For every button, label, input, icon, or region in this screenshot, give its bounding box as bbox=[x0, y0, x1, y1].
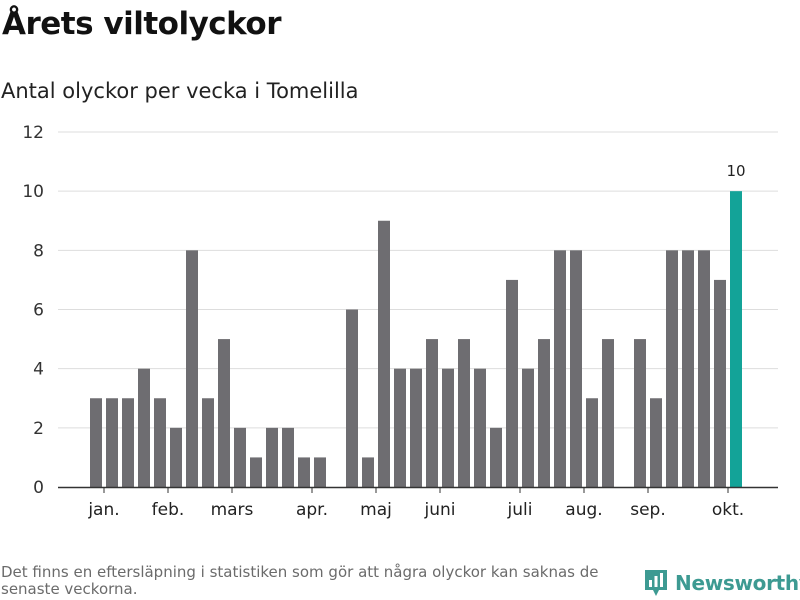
bar bbox=[634, 339, 646, 487]
x-tick-label: feb. bbox=[152, 500, 185, 520]
x-tick-label: juli bbox=[507, 500, 533, 520]
x-tick-label: jan. bbox=[87, 500, 119, 520]
bar bbox=[154, 398, 166, 487]
bar bbox=[442, 368, 454, 487]
bar bbox=[282, 427, 294, 487]
bar bbox=[90, 398, 102, 487]
y-tick-label: 6 bbox=[33, 301, 44, 321]
bar bbox=[458, 339, 470, 487]
y-tick-label: 8 bbox=[33, 241, 44, 261]
bar bbox=[426, 339, 438, 487]
chart-subtitle: Antal olyckor per vecka i Tomelilla bbox=[1, 79, 359, 103]
x-tick-label: okt. bbox=[712, 500, 744, 520]
bar bbox=[314, 457, 326, 487]
bar bbox=[554, 250, 566, 487]
x-tick-label: aug. bbox=[565, 500, 602, 520]
bar bbox=[346, 309, 358, 487]
bar bbox=[410, 368, 422, 487]
bar bbox=[266, 427, 278, 487]
bar bbox=[570, 250, 582, 487]
bar bbox=[234, 427, 246, 487]
bar bbox=[250, 457, 262, 487]
bar bbox=[650, 398, 662, 487]
bar bbox=[602, 339, 614, 487]
bar bbox=[538, 339, 550, 487]
bar bbox=[682, 250, 694, 487]
bar bbox=[490, 427, 502, 487]
y-tick-label: 0 bbox=[33, 478, 44, 498]
y-tick-label: 12 bbox=[22, 123, 44, 143]
bar bbox=[122, 398, 134, 487]
x-tick-label: maj bbox=[360, 500, 392, 520]
bar bbox=[666, 250, 678, 487]
footnote: Det finns en eftersläpning i statistiken… bbox=[1, 563, 599, 598]
bar bbox=[186, 250, 198, 487]
x-tick-label: apr. bbox=[296, 500, 328, 520]
bar-highlight bbox=[730, 191, 742, 487]
bar bbox=[138, 368, 150, 487]
y-tick-label: 2 bbox=[33, 419, 44, 439]
x-tick-label: mars bbox=[211, 500, 254, 520]
y-tick-label: 4 bbox=[33, 360, 44, 380]
y-tick-label: 10 bbox=[22, 182, 44, 202]
brand-logo: Newsworthy bbox=[643, 568, 800, 598]
bar bbox=[202, 398, 214, 487]
bar bbox=[378, 220, 390, 487]
chart-title: Årets viltolyckor bbox=[2, 6, 282, 42]
bar bbox=[170, 427, 182, 487]
bar bbox=[362, 457, 374, 487]
bar bbox=[106, 398, 118, 487]
data-label: 10 bbox=[726, 162, 745, 180]
newsworthy-logo-icon bbox=[645, 570, 667, 596]
bar bbox=[586, 398, 598, 487]
bar bbox=[522, 368, 534, 487]
bar bbox=[698, 250, 710, 487]
bar bbox=[394, 368, 406, 487]
x-tick-label: juni bbox=[424, 500, 456, 520]
x-tick-label: sep. bbox=[630, 500, 666, 520]
bar bbox=[218, 339, 230, 487]
bar bbox=[506, 279, 518, 487]
brand-name: Newsworthy bbox=[675, 571, 800, 595]
bar bbox=[298, 457, 310, 487]
bar bbox=[714, 279, 726, 487]
bar bbox=[474, 368, 486, 487]
